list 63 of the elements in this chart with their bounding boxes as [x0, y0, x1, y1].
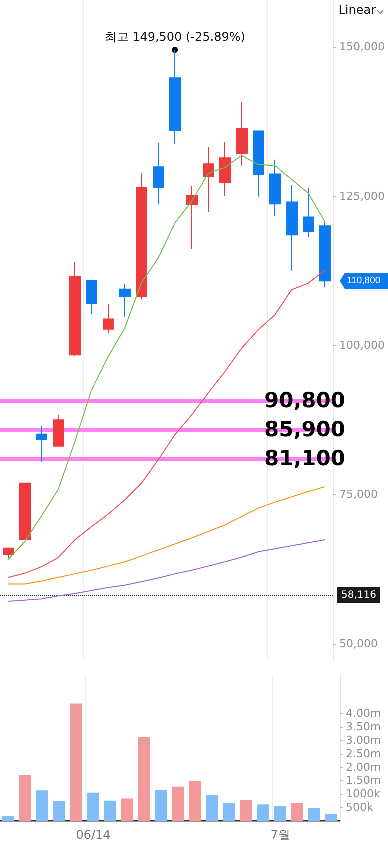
y-tick-label: 1.50m: [346, 774, 382, 788]
candlestick: [86, 279, 97, 315]
y-tick-label: 500k: [346, 801, 374, 814]
candlestick: [36, 426, 47, 462]
y-tick-label: 4.00m: [346, 707, 382, 720]
y-tick-label: 75,000: [340, 488, 378, 502]
bar: [54, 801, 66, 821]
y-tick-label: 125,000: [340, 190, 386, 203]
candlestick: [3, 548, 14, 558]
x-tick-label: 7월: [270, 828, 290, 841]
candlestick: [319, 220, 331, 288]
y-tick-label: 150,000: [340, 40, 386, 54]
text: 110,800: [347, 276, 381, 287]
ref-line-label: 58,116: [342, 590, 377, 601]
candlestick: [153, 142, 164, 205]
candlestick: [69, 261, 81, 357]
ref-line-label: 81,100: [264, 446, 346, 470]
bar: [206, 796, 218, 821]
candlestick: [119, 284, 131, 318]
candlestick: [253, 130, 264, 198]
text: Linear: [338, 3, 376, 17]
candlestick: [103, 304, 114, 334]
bar: [104, 800, 116, 821]
annotation: 최고 149,500 (-25.89%): [104, 30, 246, 44]
y-tick-label: 2.00m: [346, 760, 382, 774]
candlestick: [203, 146, 214, 213]
bar: [156, 790, 168, 821]
candlestick: [269, 159, 281, 218]
bar: [88, 792, 100, 821]
bar: [190, 781, 202, 821]
line-series: [8, 486, 326, 585]
candlestick: [303, 188, 314, 238]
bar: [308, 808, 320, 821]
ref-line-label: 90,800: [264, 388, 346, 412]
bar: [292, 803, 304, 821]
bar: [20, 775, 32, 821]
candlestick: [53, 414, 64, 448]
candlestick: [19, 482, 31, 541]
candlestick: [286, 184, 298, 272]
y-tick-label: 2.50m: [346, 747, 382, 760]
y-tick-label: 1000k: [346, 788, 381, 801]
y-tick-label: 3.50m: [346, 720, 382, 734]
ref-line-label: 85,900: [264, 418, 346, 442]
bar: [274, 806, 286, 821]
candlestick: [219, 142, 231, 197]
candlestick: [136, 172, 147, 300]
bar: [2, 816, 14, 821]
y-tick-label: 3.00m: [346, 734, 382, 747]
line-series: [8, 540, 326, 602]
bar: [326, 814, 338, 821]
bar: [258, 804, 270, 821]
bar: [138, 738, 150, 821]
bar: [224, 803, 236, 821]
y-tick-label: 50,000: [340, 637, 378, 650]
candlestick: [186, 186, 198, 250]
y-tick-label: 100,000: [340, 339, 386, 352]
bar: [172, 786, 184, 821]
candlestick: [236, 102, 248, 166]
bar: [70, 704, 82, 821]
bar: [36, 790, 48, 821]
bar: [240, 800, 252, 821]
x-tick-label: 06/14: [76, 828, 111, 841]
bar: [122, 798, 134, 821]
